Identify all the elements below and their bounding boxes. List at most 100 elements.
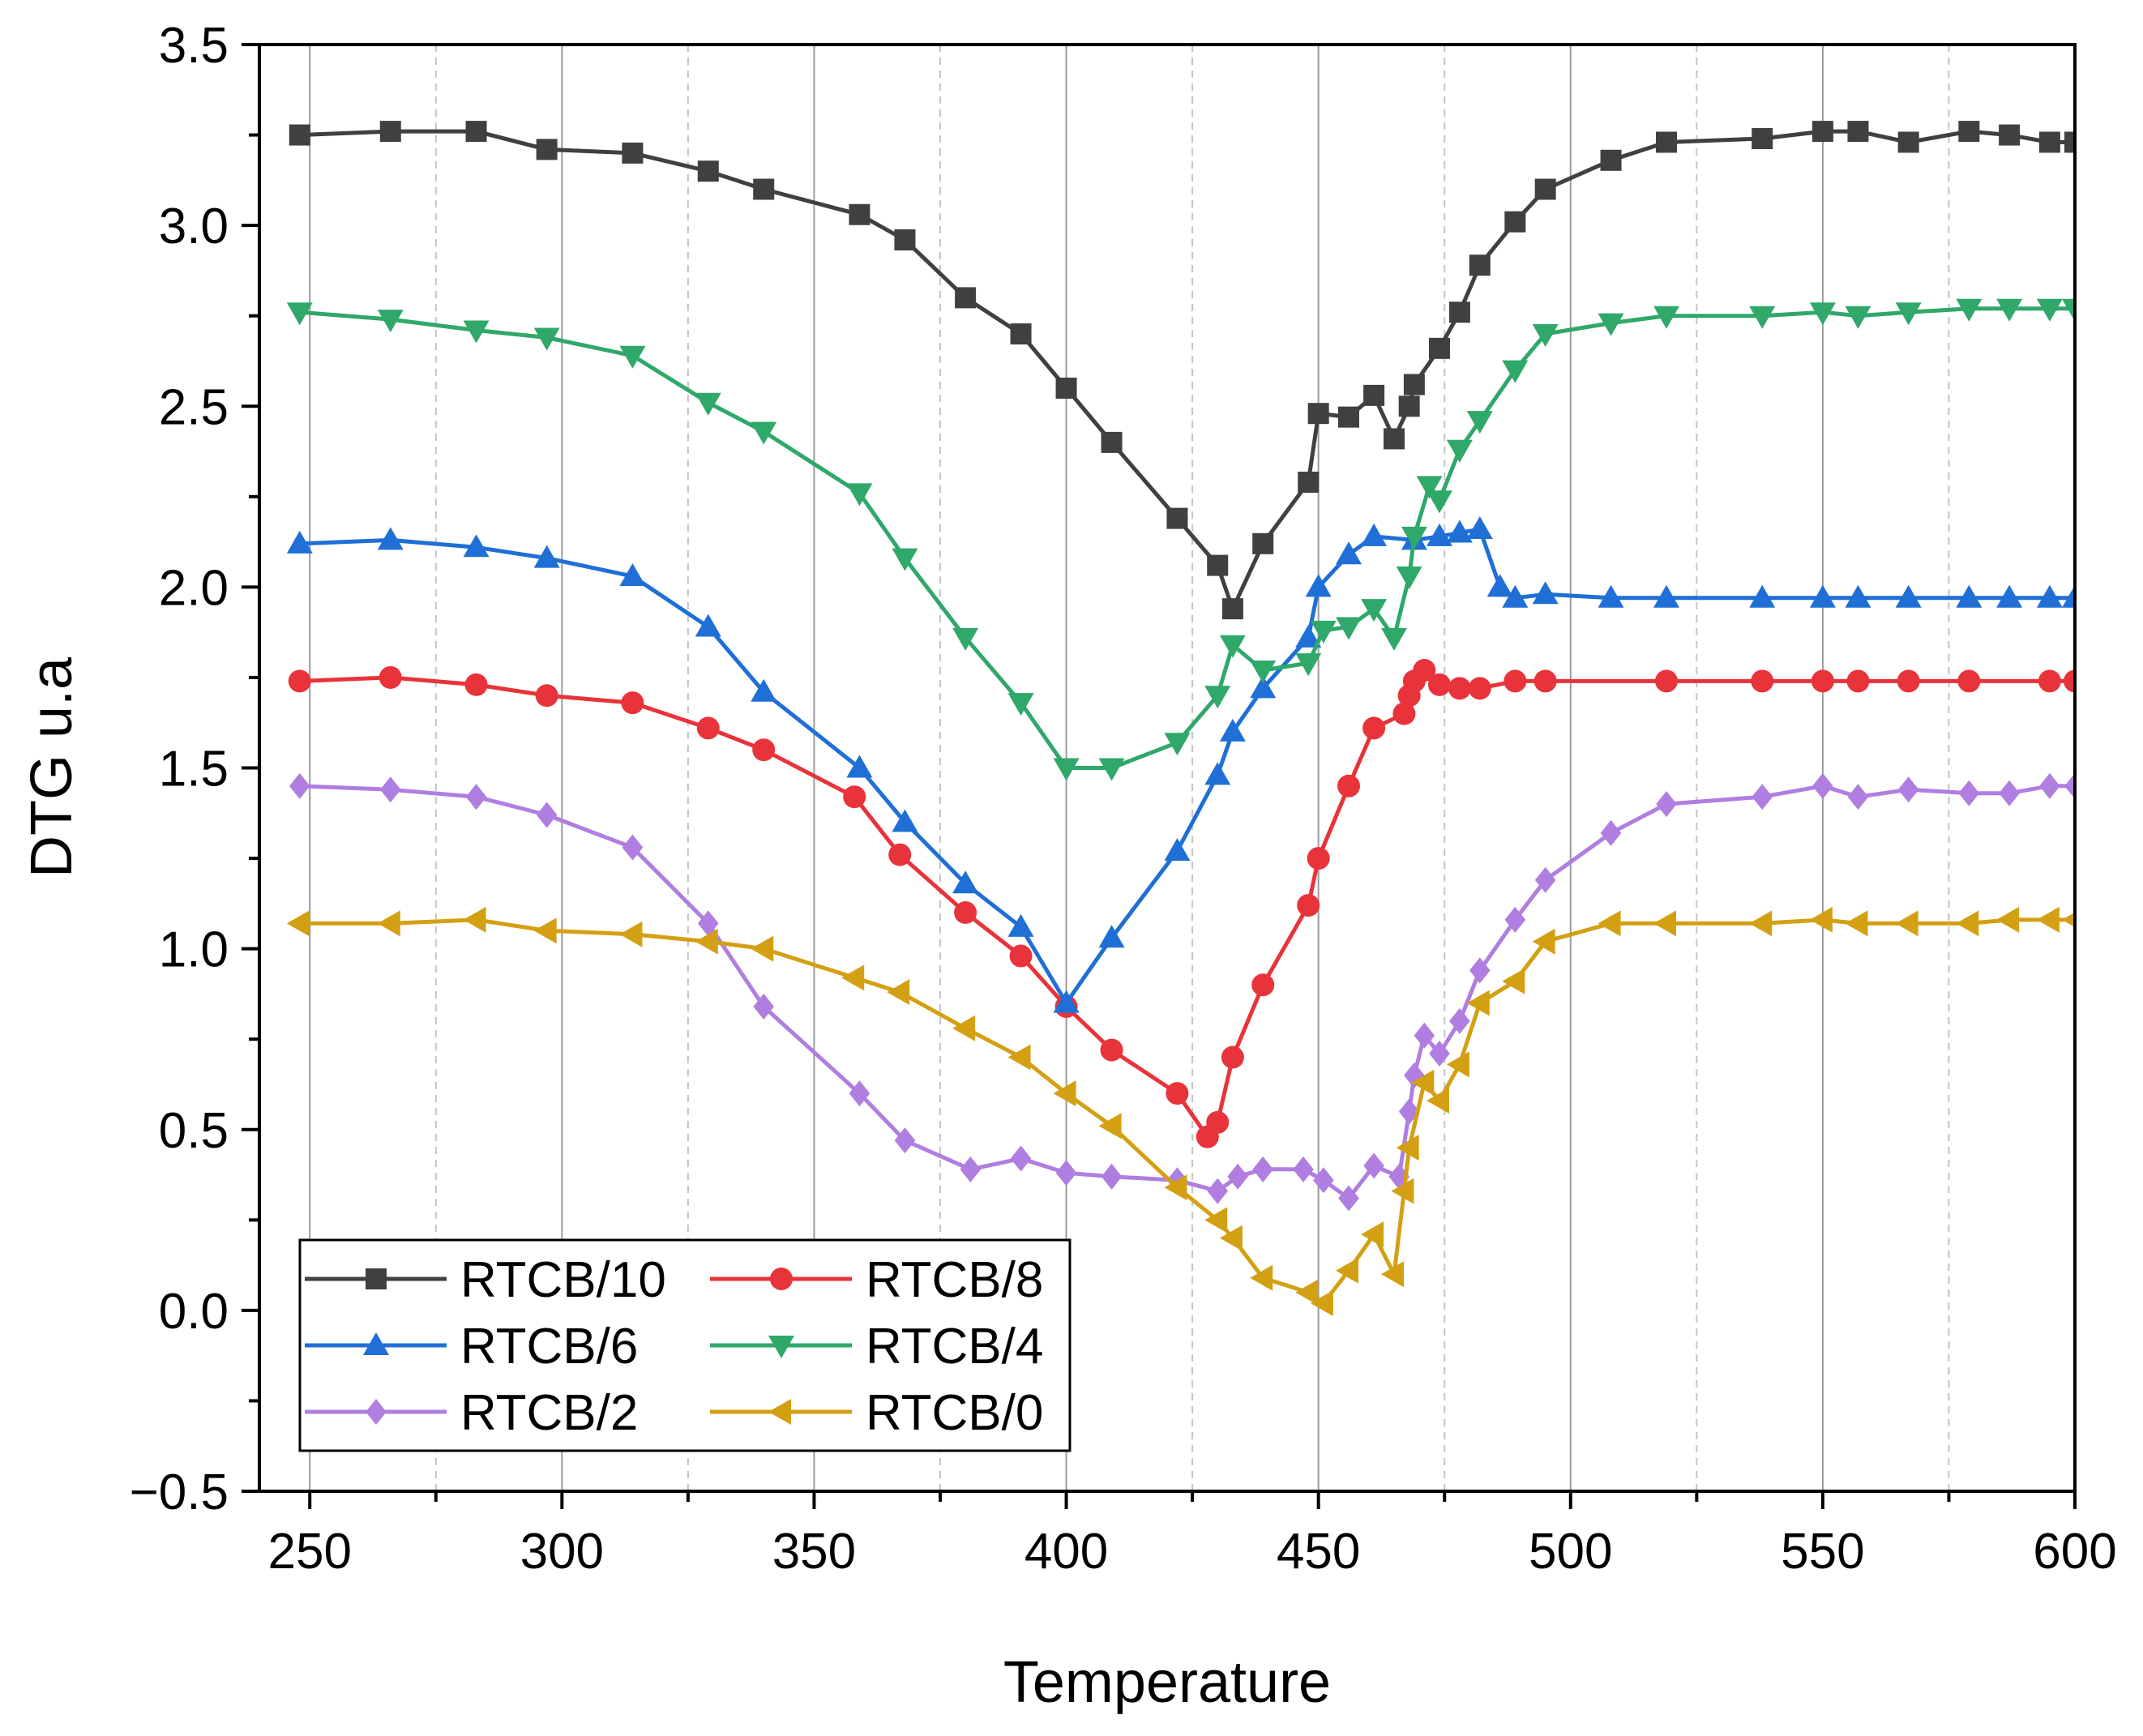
data-point-0-33 [1847,121,1869,143]
data-point-0-23 [1403,374,1425,396]
data-point-0-13 [1166,507,1188,529]
data-point-4-37 [1999,780,2020,806]
data-point-0-34 [1897,131,1919,153]
data-point-5-16 [1250,1264,1273,1291]
data-point-5-4 [619,921,643,947]
x-tick-label: 350 [772,1524,856,1580]
data-point-3-27 [1466,411,1493,434]
data-point-2-2 [463,534,490,558]
data-point-5-23 [1396,1135,1419,1161]
data-point-4-16 [1252,1156,1274,1182]
data-point-0-22 [1398,396,1420,417]
data-point-4-24 [1414,1022,1435,1049]
data-point-5-36 [1956,910,1979,937]
data-point-1-20 [1337,774,1360,797]
series-line-4 [299,784,2075,1200]
y-tick-label: 1.5 [159,742,229,797]
data-point-4-36 [1958,780,1980,806]
data-point-2-34 [1956,584,1983,608]
data-point-3-2 [463,320,490,344]
data-point-4-29 [1534,866,1556,893]
series-line-2 [299,527,2075,1006]
data-point-2-8 [892,809,918,832]
data-point-2-30 [1749,584,1776,608]
data-point-3-12 [1098,758,1125,781]
x-tick-label: 450 [1277,1524,1360,1580]
data-point-2-26 [1502,584,1529,608]
data-point-5-10 [1007,1044,1031,1071]
y-tick-label: 3.0 [159,199,229,254]
data-point-4-33 [1812,772,1833,799]
data-point-3-10 [1007,693,1034,716]
data-point-5-39 [2062,912,2075,928]
data-point-3-31 [1653,306,1679,329]
data-point-1-4 [621,691,644,715]
data-point-1-18 [1297,894,1320,917]
data-point-4-15 [1227,1163,1248,1190]
data-point-4-34 [1847,784,1869,810]
data-point-5-34 [1845,910,1868,937]
data-point-1-36 [1957,669,1981,693]
legend-marker-3 [768,1336,794,1358]
data-point-5-3 [533,917,557,944]
data-point-5-15 [1219,1225,1243,1251]
series-rtcb-0 [286,906,2075,1316]
data-point-5-35 [1895,910,1918,937]
data-point-4-12 [1101,1163,1123,1190]
axis-ticks: 250 300 350 400 450 500 550 600 −0.5 0.0 0.5 1.0 1.5… [130,18,2117,1580]
y-tick-label: 0.5 [159,1103,229,1159]
data-point-4-14 [1207,1178,1229,1204]
data-point-2-3 [533,545,560,568]
data-point-1-32 [1751,669,1774,693]
data-point-1-7 [843,785,866,809]
legend: RTCB/10 RTCB/8 RTCB/6 RTCB/4 RTCB/2 RTCB/0 [298,1238,1072,1452]
data-point-0-7 [849,203,870,225]
data-point-0-25 [1448,301,1470,323]
series-line-3 [299,306,2075,770]
data-point-1-5 [696,716,720,740]
data-point-1-27 [1448,677,1471,700]
data-point-2-22 [1427,523,1452,546]
data-point-5-8 [887,979,910,1006]
data-point-3-23 [1401,526,1427,549]
data-point-3-0 [286,302,313,326]
data-point-1-34 [1846,669,1870,693]
data-point-5-22 [1391,1178,1414,1204]
data-point-3-13 [1164,733,1191,756]
data-point-5-27 [1466,990,1490,1016]
data-point-4-7 [849,1080,870,1107]
x-tick-label: 500 [1529,1524,1612,1580]
data-point-0-9 [955,287,977,309]
legend-marker-5 [768,1399,791,1425]
data-point-0-29 [1600,149,1622,171]
legend-label: RTCB/10 [460,1252,666,1308]
data-point-5-14 [1204,1207,1228,1234]
data-point-1-13 [1166,1082,1189,1105]
data-point-3-33 [1809,302,1836,326]
data-point-0-4 [622,142,644,164]
data-point-5-37 [1996,906,2020,933]
data-point-2-17 [1295,624,1322,648]
data-point-2-28 [1598,584,1624,608]
data-point-4-5 [697,910,719,937]
data-point-5-1 [377,910,400,937]
data-point-5-2 [463,906,486,933]
data-point-3-20 [1361,599,1388,622]
data-point-2-31 [1809,584,1836,608]
data-point-1-8 [888,843,912,866]
data-point-1-10 [1009,944,1033,968]
data-point-0-14 [1207,554,1229,576]
data-point-4-19 [1338,1185,1359,1212]
data-point-0-2 [465,121,487,143]
data-point-0-15 [1221,598,1243,620]
data-point-1-35 [1897,669,1920,693]
data-point-4-17 [1293,1156,1314,1182]
series-group [286,121,2075,1316]
data-point-0-31 [1752,128,1773,150]
data-point-5-32 [1749,910,1773,937]
data-point-0-20 [1363,384,1385,406]
data-point-5-7 [841,964,865,991]
data-point-4-30 [1600,819,1622,846]
data-point-5-24 [1411,1069,1435,1096]
data-point-3-30 [1598,313,1624,336]
